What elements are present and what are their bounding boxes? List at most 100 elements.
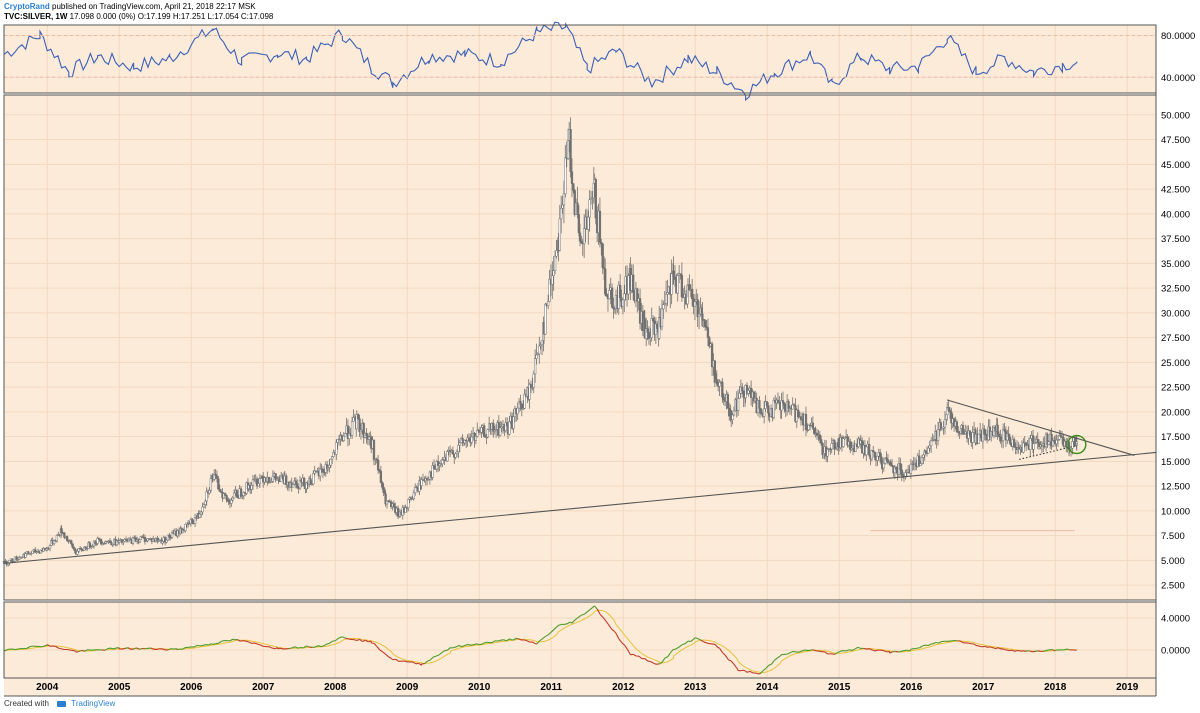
candle-body: [239, 488, 243, 497]
oscillator-segment: [150, 647, 154, 650]
candle-body: [1069, 447, 1073, 450]
candle-body: [342, 435, 345, 441]
oscillator-segment: [376, 646, 381, 651]
candle-body: [846, 436, 849, 446]
chart-header: CryptoRand published on TradingView.com,…: [4, 0, 1194, 24]
candle-body: [499, 427, 502, 436]
oscillator-segment: [1014, 649, 1018, 652]
oscillator-segment: [506, 638, 510, 642]
highlight-circle: [1067, 434, 1087, 455]
candle-body: [271, 476, 275, 482]
candle-body: [656, 323, 659, 329]
candle-body: [670, 273, 673, 295]
oscillator-segment: [277, 647, 281, 650]
candle-body: [186, 522, 190, 525]
candle-body: [359, 429, 363, 433]
candle-body: [950, 411, 953, 424]
oscillator-segment: [271, 647, 275, 650]
symbol-label: TVC:SILVER, 1W: [4, 12, 68, 21]
candle-body: [337, 438, 341, 441]
oscillator-segment: [658, 661, 663, 665]
candle-body: [362, 423, 365, 438]
candle-body: [108, 540, 112, 543]
oscillator-segment: [390, 658, 394, 661]
candle-body: [267, 476, 270, 484]
oscillator-segment: [919, 645, 924, 649]
oscillator-segment: [26, 646, 31, 649]
candle-body: [34, 549, 37, 553]
candle-body: [780, 400, 783, 411]
candle-body: [184, 523, 187, 531]
tradingview-brand[interactable]: TradingView: [71, 699, 116, 708]
candle-body: [918, 455, 921, 466]
candle-body: [431, 465, 434, 478]
y-tick-label: 27.500: [1161, 333, 1190, 344]
oscillator-segment: [113, 647, 117, 650]
oscillator-segment: [813, 649, 817, 652]
oscillator-segment: [432, 655, 437, 658]
oscillator-segment: [728, 659, 732, 662]
tradingview-logo-icon: [57, 700, 67, 707]
oscillator-segment: [211, 643, 214, 645]
candle-body: [250, 485, 253, 490]
oscillator-segment: [404, 660, 408, 663]
x-tick-label: 2018: [1044, 682, 1067, 693]
candle-body: [188, 523, 191, 525]
x-tick-label: 2010: [468, 682, 491, 693]
oscillator-segment: [564, 623, 568, 625]
oscillator-segment: [872, 649, 876, 652]
oscillator-segment: [679, 644, 683, 648]
oscillator-segment: [978, 645, 982, 648]
x-tick-label: 2011: [540, 682, 562, 693]
candle-body: [772, 399, 775, 418]
candle-body: [792, 404, 796, 406]
oscillator-segment: [84, 649, 88, 652]
candle-body: [1007, 433, 1010, 438]
candle-body: [679, 273, 682, 276]
candle-body: [1013, 439, 1016, 448]
oscillator-segment: [121, 647, 126, 650]
candle-body: [708, 337, 711, 347]
candle-body: [996, 424, 999, 435]
candle-body: [955, 421, 959, 432]
oscillator-segment: [212, 643, 216, 645]
candle-body: [731, 414, 734, 420]
candle-body: [605, 293, 608, 297]
candle-body: [799, 416, 803, 421]
candle-body: [558, 218, 561, 251]
candle-body: [446, 451, 449, 462]
candle-body: [517, 400, 521, 409]
candle-body: [650, 318, 653, 338]
oscillator-segment: [365, 639, 369, 643]
oscillator-segment: [382, 651, 386, 655]
candle-body: [31, 550, 34, 554]
oscillator-segment: [575, 616, 579, 620]
candle-body: [348, 433, 351, 439]
candle-body: [672, 270, 675, 278]
oscillator-segment: [706, 642, 710, 645]
candle-body: [439, 463, 443, 465]
candle-body: [797, 409, 800, 418]
y-tick-label: 15.000: [1161, 457, 1190, 468]
candle-body: [274, 473, 277, 481]
candle-body: [588, 199, 591, 218]
candle-body: [638, 298, 642, 324]
oscillator-segment: [127, 647, 131, 650]
author-name[interactable]: CryptoRand: [4, 2, 50, 11]
candle-body: [52, 540, 56, 544]
candle-body: [88, 542, 91, 548]
oscillator-segment: [337, 636, 342, 640]
oscillator-segment: [547, 631, 552, 636]
oscillator-segment: [755, 672, 759, 675]
oscillator-segment: [237, 638, 241, 642]
oscillator-segment: [599, 614, 604, 618]
candle-body: [309, 478, 312, 485]
candle-body: [508, 421, 511, 435]
candle-body: [493, 429, 496, 432]
candle-body: [833, 440, 836, 450]
candle-body: [485, 436, 488, 439]
oscillator-segment: [536, 640, 541, 645]
candle-body: [821, 442, 824, 456]
candle-body: [270, 481, 273, 483]
